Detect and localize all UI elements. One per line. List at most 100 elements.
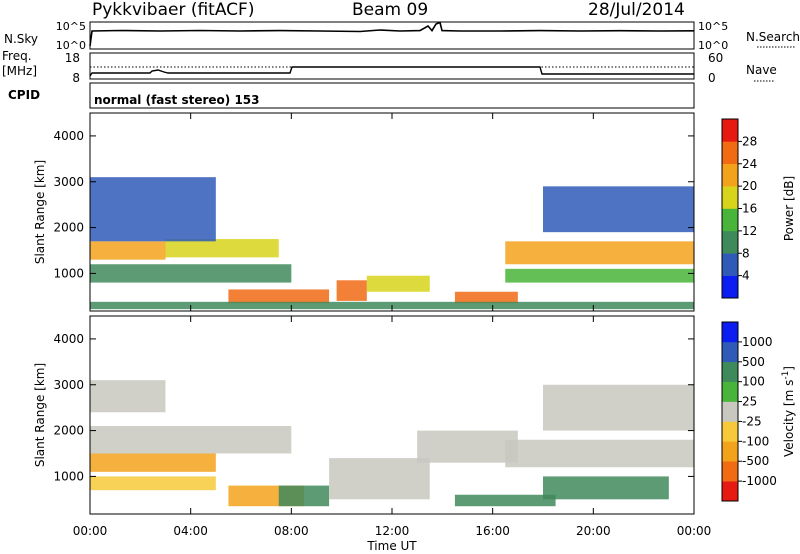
time-xtick-label-3: 12:00 [375, 524, 410, 538]
power-colorbar-swatch-1 [722, 253, 738, 276]
velocity-band-11 [543, 384, 694, 431]
velocity-band-9 [543, 476, 669, 500]
nave-tick-bottom: 0 [708, 71, 716, 85]
velocity-ylabel: Slant Range [km] [33, 363, 47, 467]
velocity-colorbar-tick-label-6: 500 [742, 355, 765, 369]
power-colorbar-swatch-3 [722, 208, 738, 232]
power-colorbar-swatch-2 [722, 230, 738, 254]
nave-label: Nave [746, 63, 777, 77]
velocity-band-1 [90, 426, 292, 454]
velocity-data [90, 380, 694, 507]
velocity-ytick-label-3: 4000 [53, 332, 84, 346]
velocity-band-8 [454, 494, 556, 507]
power-band-4 [228, 289, 330, 304]
freq-unit: [MHz] [2, 64, 37, 78]
time-xtick-label-4: 16:00 [475, 524, 510, 538]
power-ylabel: Slant Range [km] [33, 160, 47, 264]
velocity-colorbar-swatch-1 [722, 461, 738, 482]
nsearch-tick-bottom: 10^0 [698, 39, 728, 52]
power-data [90, 177, 694, 310]
freq-trace [89, 66, 694, 77]
cpid-label: CPID [8, 88, 40, 102]
time-xtick-label-6: 00:00 [677, 524, 712, 538]
power-colorbar-label: Power [dB] [782, 176, 796, 241]
power-y-axis: 1000 2000 3000 4000 [53, 129, 694, 280]
station-title: Pykkvibaer (fitACF) [92, 0, 255, 20]
power-colorbar-tick-label-6: 28 [742, 134, 757, 148]
power-band-3 [90, 177, 216, 242]
nsearch-label: N.Search [746, 30, 800, 44]
power-colorbar-tick-label-5: 24 [742, 157, 757, 171]
power-colorbar-tick-label-4: 20 [742, 179, 757, 193]
velocity-colorbar-tick-label-2: -100 [742, 434, 769, 448]
nsky-label: N.Sky [4, 32, 38, 46]
velocity-colorbar-tick-label-7: 1000 [742, 335, 773, 349]
time-xtick-label-5: 20:00 [576, 524, 611, 538]
power-colorbar-tick-label-2: 12 [742, 224, 757, 238]
freq-label: Freq. [2, 49, 32, 63]
power-band-9 [505, 268, 694, 283]
velocity-colorbar-swatch-8 [722, 322, 738, 343]
power-colorbar-tick-label-3: 16 [742, 202, 757, 216]
power-colorbar-tick-label-0: 4 [742, 269, 750, 283]
time-xtick-label-1: 04:00 [173, 524, 208, 538]
velocity-colorbar-tick-label-4: 25 [742, 395, 757, 409]
freq-panel: Freq. [MHz] 18 8 60 0 Nave [2, 49, 777, 85]
velocity-colorbar-swatch-6 [722, 361, 738, 382]
power-ytick-label-1: 2000 [53, 221, 84, 235]
power-colorbar-swatch-6 [722, 141, 738, 165]
velocity-colorbar-swatch-4 [722, 401, 738, 422]
time-xlabel: Time UT [366, 539, 417, 553]
power-band-2 [90, 264, 292, 283]
velocity-colorbar-swatch-0 [722, 481, 738, 502]
power-band-8 [505, 241, 694, 265]
date-title: 28/Jul/2014 [588, 0, 685, 20]
time-x-axis: 00:00 04:00 08:00 12:00 16:00 20:00 00:00 [73, 316, 712, 538]
velocity-colorbar-label: Velocity [m s-1] [781, 366, 796, 457]
nsky-panel: N.Sky 10^5 10^0 N.Search 10^5 10^0 [4, 20, 800, 52]
velocity-ytick-label-2: 3000 [53, 378, 84, 392]
velocity-band-7 [417, 430, 518, 463]
power-ytick-label-0: 1000 [53, 266, 84, 280]
nsky-tick-bottom: 10^0 [56, 39, 86, 52]
power-colorbar-swatch-4 [722, 186, 738, 209]
velocity-colorbar-swatch-2 [722, 441, 738, 462]
power-colorbar: 4 8 12 16 20 24 28 Power [dB] [721, 118, 796, 299]
power-band-10 [543, 186, 694, 233]
velocity-band-5 [278, 485, 330, 507]
velocity-ytick-label-1: 2000 [53, 424, 84, 438]
velocity-colorbar-tick-label-5: 100 [742, 375, 765, 389]
velocity-colorbar-frame [721, 321, 739, 502]
power-band-6 [366, 275, 430, 292]
nsearch-tick-top: 10^5 [698, 20, 728, 33]
velocity-colorbar: -1000 -500 -100 -25 25 100 500 1000 Velocity [m … [721, 321, 796, 502]
velocity-band-3 [90, 476, 216, 491]
velocity-band-6 [329, 458, 430, 500]
cpid-text: normal (fast stereo) 153 [94, 93, 260, 107]
power-ytick-label-2: 3000 [53, 175, 84, 189]
power-band-1 [165, 239, 279, 258]
velocity-colorbar-swatch-5 [722, 381, 738, 402]
power-band-5 [336, 280, 367, 301]
velocity-colorbar-swatch-3 [722, 421, 738, 442]
velocity-y-axis: 1000 2000 3000 4000 [53, 332, 694, 483]
power-band-7 [454, 291, 518, 304]
velocity-ytick-label-0: 1000 [53, 469, 84, 483]
velocity-panel: 1000 2000 3000 4000 00:00 04:00 08:00 12:00 16:… [33, 315, 796, 553]
beam-title: Beam 09 [352, 0, 429, 20]
velocity-band-2 [90, 453, 216, 472]
time-xtick-label-0: 00:00 [73, 524, 108, 538]
power-colorbar-swatch-0 [722, 275, 738, 299]
velocity-colorbar-tick-label-3: -25 [742, 414, 762, 428]
velocity-band-0 [90, 380, 166, 413]
velocity-band-10 [505, 439, 694, 468]
power-x-tick-marks [89, 113, 695, 311]
power-colorbar-swatch-7 [722, 119, 738, 142]
power-band-0 [90, 241, 166, 260]
nave-tick-top: 60 [708, 51, 723, 65]
nsky-tick-top: 10^5 [56, 20, 86, 33]
velocity-colorbar-tick-label-0: -1000 [742, 474, 777, 488]
power-panel: 1000 2000 3000 4000 Slant Range [km] 4 8 12 16… [33, 112, 796, 312]
time-xtick-label-2: 08:00 [274, 524, 309, 538]
power-colorbar-tick-label-1: 8 [742, 246, 750, 260]
